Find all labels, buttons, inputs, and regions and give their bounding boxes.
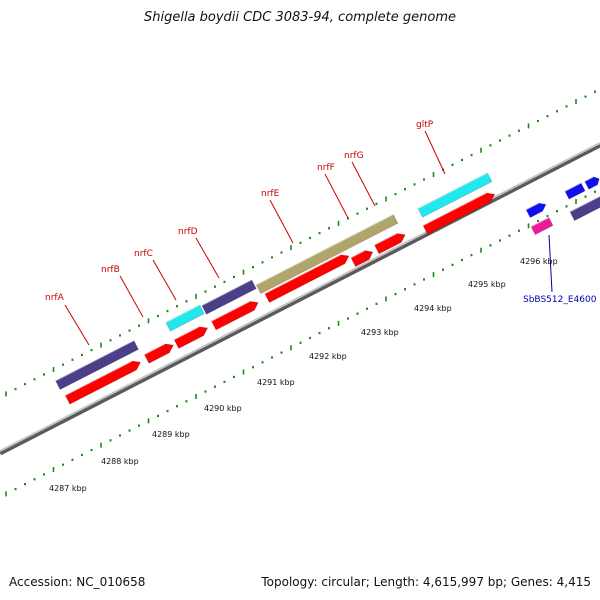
gene-red-4	[211, 300, 259, 331]
gene-red-2	[143, 343, 174, 364]
gene-nrfE-track	[255, 213, 399, 294]
feature-shine	[374, 232, 398, 246]
feature-shine	[55, 339, 135, 382]
kbp-tick-label: 4290 kbp	[204, 404, 242, 413]
gene-label: nrfA	[45, 293, 65, 303]
kbp-label-layer: 4287 kbp 4288 kbp 4289 kbp 4290 kbp 4291 kbp…	[49, 257, 558, 493]
gene-red-6	[350, 249, 374, 267]
feature-shine	[525, 202, 539, 211]
gene-red-3	[173, 326, 209, 349]
feature-shine	[530, 216, 550, 228]
leader-line	[64, 304, 90, 346]
feature-shine	[422, 192, 487, 226]
feature-shine	[211, 300, 251, 322]
feature-shine	[255, 213, 394, 286]
kbp-tick-label: 4292 kbp	[309, 352, 347, 361]
backbone-highlight	[0, 142, 600, 452]
leader-line	[195, 237, 220, 279]
feature-shine	[584, 176, 594, 182]
feature-shine	[264, 254, 341, 295]
feature-body	[530, 217, 554, 235]
gene-SbBS512-E4600-track	[530, 216, 554, 235]
feature-shine	[64, 360, 133, 396]
gene-red-1	[64, 360, 141, 405]
gene-nrfA-track	[55, 339, 139, 390]
leader-line	[269, 199, 294, 244]
gene-nrfD-track	[201, 279, 257, 315]
tick-tracks	[5, 90, 596, 497]
feature-shine	[564, 182, 582, 192]
gene-nrfB-track	[165, 304, 205, 332]
label-leaders	[64, 130, 553, 346]
feature-shine	[201, 279, 252, 306]
kbp-tick-label: 4296 kbp	[520, 257, 558, 266]
kbp-tick-label: 4287 kbp	[49, 484, 87, 493]
gene-red-5	[264, 254, 350, 303]
kbp-tick-label: 4288 kbp	[101, 457, 139, 466]
kbp-tick-label: 4293 kbp	[361, 328, 399, 337]
gene-red-7	[374, 232, 406, 255]
kbp-tick-label: 4289 kbp	[152, 430, 190, 439]
leader-line	[119, 275, 144, 318]
gene-label: nrfF	[317, 163, 335, 173]
genome-backbone	[0, 142, 600, 456]
gene-label: SbBS512_E4600	[523, 295, 597, 305]
lower-tick-track	[5, 190, 596, 497]
kbp-tick-label: 4291 kbp	[257, 378, 295, 387]
gene-label: nrfE	[261, 189, 280, 199]
feature-body	[255, 214, 399, 294]
kbp-tick-label: 4294 kbp	[414, 304, 452, 313]
accession-text: Accession: NC_010658	[9, 575, 146, 589]
gene-label: nrfD	[178, 227, 198, 237]
gene-features	[55, 172, 600, 405]
gene-label: nrfG	[344, 151, 364, 161]
kbp-tick-label: 4295 kbp	[468, 280, 506, 289]
gene-red-8	[422, 192, 496, 235]
leader-line	[324, 173, 349, 219]
feature-shine	[173, 326, 200, 341]
gene-blue-right-2	[584, 176, 600, 190]
map-title: Shigella boydii CDC 3083-94, complete ge…	[143, 10, 457, 25]
leader-line	[548, 234, 553, 293]
leader-line	[351, 161, 376, 207]
leader-line	[152, 259, 177, 301]
genome-summary-text: Topology: circular; Length: 4,615,997 bp…	[261, 575, 591, 589]
gene-label: nrfC	[134, 249, 153, 259]
gene-label-layer: nrfA nrfB nrfC nrfD nrfE nrfF nrfG gltP SbBS512_…	[45, 120, 597, 305]
feature-body	[525, 202, 547, 218]
gene-blue-small	[525, 202, 547, 218]
feature-shine	[417, 172, 488, 209]
feature-shine	[165, 304, 200, 323]
feature-body	[173, 326, 209, 349]
feature-shine	[350, 249, 365, 259]
gene-blue-right-1	[564, 182, 586, 200]
backbone-shadow	[0, 142, 600, 456]
gene-gltP-track	[417, 172, 493, 218]
feature-shine	[144, 343, 166, 356]
gene-label: nrfB	[101, 265, 120, 275]
upper-tick-track	[5, 90, 596, 397]
leader-line	[424, 130, 446, 175]
gene-label: gltP	[416, 120, 434, 130]
